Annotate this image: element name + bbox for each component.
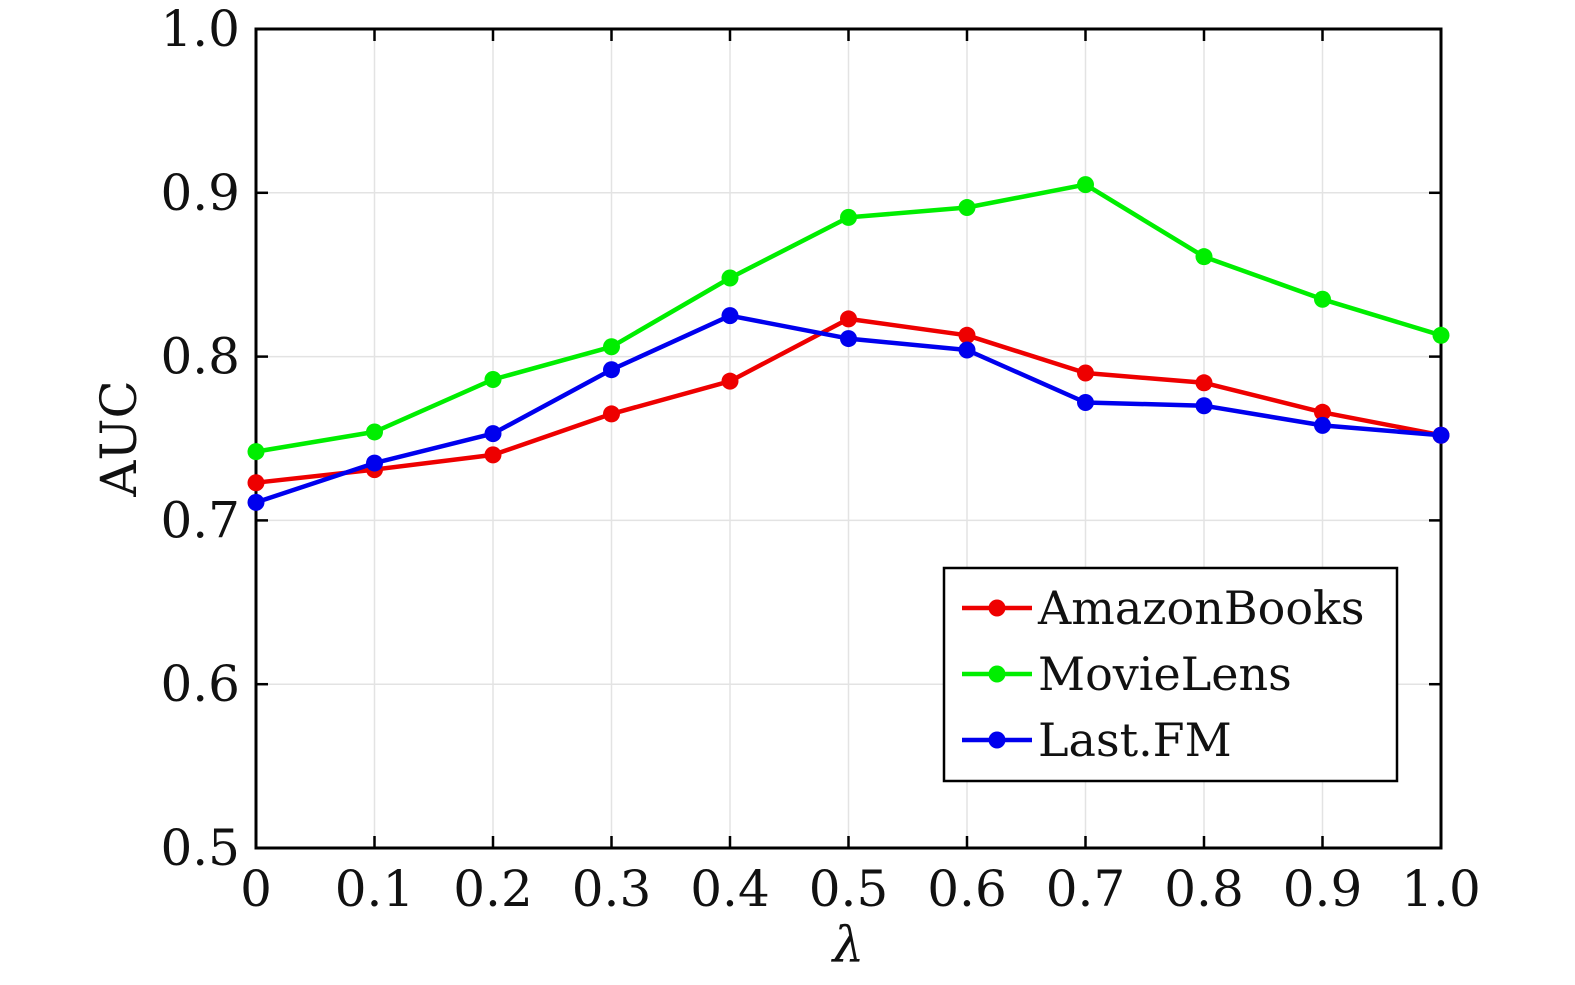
legend-item: Last.FM	[962, 713, 1232, 767]
x-tick-label: 0	[240, 860, 272, 918]
data-point	[1195, 397, 1213, 415]
x-axis-label: λ	[831, 916, 865, 974]
data-point	[1195, 248, 1213, 266]
y-tick-label: 0.6	[160, 655, 240, 713]
legend-marker	[988, 731, 1006, 749]
y-tick-labels: 0.5 0.6 0.7 0.8 0.9 1.0	[160, 0, 240, 877]
series-last-fm	[247, 307, 1450, 511]
data-point	[840, 330, 857, 348]
data-point	[1314, 416, 1331, 434]
y-axis-label: AUC	[90, 380, 148, 498]
series-movielens	[247, 176, 1450, 461]
legend-marker	[988, 665, 1006, 683]
data-point	[840, 310, 857, 328]
data-point	[721, 307, 739, 325]
y-tick-label: 0.5	[160, 819, 240, 877]
legend: AmazonBooks MovieLens Last.FM	[942, 566, 1399, 783]
y-tick-label: 0.9	[160, 164, 240, 222]
y-tick-label: 1.0	[160, 0, 240, 58]
data-point	[840, 208, 857, 226]
legend-label: MovieLens	[1038, 647, 1292, 701]
x-tick-label: 0.1	[335, 860, 415, 918]
x-tick-label: 0.7	[1046, 860, 1126, 918]
x-tick-label: 0.4	[690, 860, 770, 918]
x-tick-label: 0.8	[1164, 860, 1244, 918]
data-point	[484, 425, 502, 443]
x-tick-labels: 0 0.1 0.2 0.3 0.4 0.5 0.6 0.7 0.8 0.9 1.0	[240, 860, 1481, 918]
legend-label: AmazonBooks	[1037, 581, 1365, 635]
legend-label: Last.FM	[1038, 713, 1232, 767]
data-point	[484, 446, 502, 464]
x-tick-label: 0.2	[453, 860, 533, 918]
data-point	[958, 326, 976, 344]
y-tick-label: 0.8	[160, 328, 240, 386]
legend-marker	[988, 599, 1006, 617]
data-point	[247, 493, 265, 511]
data-point	[603, 338, 620, 356]
data-point	[1432, 426, 1450, 444]
x-tick-label: 0.9	[1283, 860, 1363, 918]
x-tick-label: 0.3	[572, 860, 652, 918]
legend-item: MovieLens	[962, 647, 1292, 701]
data-point	[721, 269, 739, 287]
data-point	[1432, 326, 1450, 344]
data-point	[721, 372, 739, 390]
data-point	[1077, 393, 1094, 411]
x-tick-label: 1.0	[1401, 860, 1481, 918]
data-point	[1195, 374, 1213, 392]
data-point	[366, 454, 383, 472]
data-point	[1077, 176, 1094, 194]
series-group	[247, 176, 1450, 511]
data-point	[1314, 290, 1331, 308]
data-point	[366, 423, 383, 441]
y-tick-label: 0.7	[160, 491, 240, 549]
x-tick-label: 0.6	[927, 860, 1007, 918]
legend-item: AmazonBooks	[962, 581, 1365, 635]
data-point	[958, 341, 976, 359]
data-point	[247, 443, 265, 461]
data-point	[603, 361, 620, 379]
data-point	[1077, 364, 1094, 382]
data-point	[958, 199, 976, 217]
data-point	[603, 405, 620, 423]
data-point	[1314, 403, 1331, 421]
x-tick-label: 0.5	[809, 860, 889, 918]
data-point	[484, 371, 502, 389]
data-point	[247, 474, 265, 492]
